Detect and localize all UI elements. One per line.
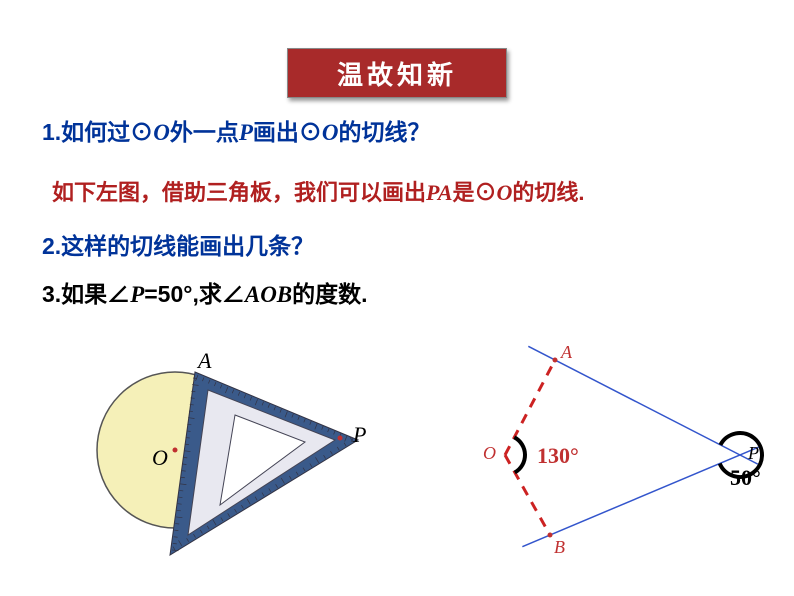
q3-P: P <box>130 282 144 307</box>
line-OA <box>505 360 555 455</box>
label-A: A <box>561 342 572 363</box>
q3-suffix: 的度数. <box>292 281 367 307</box>
label-O: O <box>483 443 496 464</box>
title-text: 温故知新 <box>337 55 457 92</box>
q3-prefix: 3.如果∠ <box>42 281 130 307</box>
left-diagram-svg <box>80 350 390 570</box>
point-A <box>553 358 558 363</box>
label-P: P <box>748 443 759 464</box>
q1-P: P <box>239 120 253 145</box>
point-P-dot <box>338 436 343 441</box>
set-square <box>170 372 358 555</box>
label-O-left: O <box>152 445 168 471</box>
ans-O: O <box>497 180 513 205</box>
q1-mid1: 外一点 <box>170 119 239 145</box>
label-A-left: A <box>198 348 211 374</box>
ans-prefix: 如下左图，借助三角板，我们可以画出 <box>52 180 426 205</box>
q1-text: 1.如何过⊙ <box>42 119 153 145</box>
left-diagram: A O P <box>80 350 390 570</box>
question-2: 2.这样的切线能画出几条？ <box>42 230 314 262</box>
answer-1: 如下左图，借助三角板，我们可以画出PA是⊙O的切线. <box>52 178 585 209</box>
q1-O2: O <box>322 120 339 145</box>
angle-arc-130 <box>514 437 525 472</box>
question-3: 3.如果∠P=50°,求∠AOB的度数. <box>42 278 368 311</box>
ans-suffix: 的切线. <box>512 180 584 205</box>
right-diagram: A B O P 130° 50° <box>450 340 770 570</box>
angle-130-label: 130° <box>537 443 579 469</box>
q2-text: 2.这样的切线能画出几条？ <box>42 233 314 259</box>
q1-O1: O <box>153 120 170 145</box>
point-O-dot <box>173 448 178 453</box>
q1-suffix: 的切线？ <box>339 119 431 145</box>
q3-mid: =50°,求∠ <box>144 281 245 307</box>
q3-AOB: AOB <box>245 282 292 307</box>
ans-mid: 是⊙ <box>453 180 497 205</box>
title-box: 温故知新 <box>287 48 507 98</box>
q1-mid2: 画出⊙ <box>253 119 322 145</box>
point-B <box>548 533 553 538</box>
label-B: B <box>554 537 565 558</box>
question-1: 1.如何过⊙O外一点P画出⊙O的切线？ <box>42 116 431 149</box>
angle-50-label: 50° <box>730 465 761 491</box>
right-diagram-svg <box>450 340 770 570</box>
label-P-left: P <box>353 422 366 448</box>
ans-PA: PA <box>426 180 452 205</box>
